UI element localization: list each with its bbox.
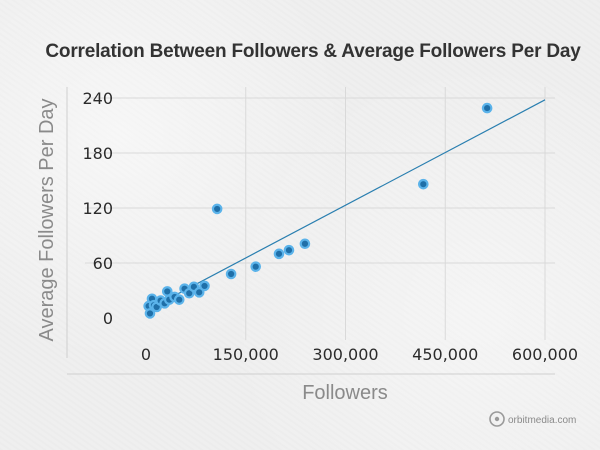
watermark-text: orbitmedia.com	[508, 415, 576, 426]
x-tick-label-600000: 600,000	[512, 345, 578, 364]
trendline	[145, 99, 546, 312]
data-point-17	[225, 268, 237, 280]
x-axis-label: Followers	[302, 382, 388, 404]
data-point-14	[193, 287, 205, 298]
x-tick-label-0: 0	[141, 345, 151, 364]
data-point-10	[173, 294, 185, 305]
data-points	[143, 102, 493, 319]
y-tick-label-60: 60	[93, 254, 113, 273]
y-tick-label-180: 180	[82, 144, 113, 163]
x-tick-label-450000: 450,000	[412, 345, 478, 364]
data-point-22	[418, 178, 429, 190]
chart-title: Correlation Between Followers & Average …	[45, 41, 581, 62]
axes	[66, 87, 555, 375]
data-point-21	[299, 238, 311, 250]
gridlines	[85, 87, 555, 340]
data-point-23	[481, 102, 493, 114]
y-tick-label-0: 0	[103, 309, 113, 328]
orbit-logo-icon	[489, 411, 505, 427]
trendline-group	[145, 99, 546, 312]
data-point-18	[250, 261, 262, 272]
data-point-1	[144, 308, 156, 319]
watermark: orbitmedia.com	[489, 411, 576, 427]
x-tick-labels: 0 150,000 300,000 450,000 600,000	[141, 345, 578, 364]
y-tick-labels: 0 60 120 180 240	[82, 89, 113, 328]
x-tick-label-300000: 300,000	[312, 345, 378, 364]
data-point-20	[283, 244, 295, 256]
data-point-16	[211, 203, 223, 215]
y-tick-label-240: 240	[82, 89, 113, 108]
data-point-19	[273, 248, 285, 260]
x-tick-label-150000: 150,000	[213, 345, 279, 364]
y-axis-label: Average Followers Per Day	[36, 98, 58, 341]
data-point-15	[199, 280, 210, 292]
y-tick-label-120: 120	[82, 199, 113, 218]
